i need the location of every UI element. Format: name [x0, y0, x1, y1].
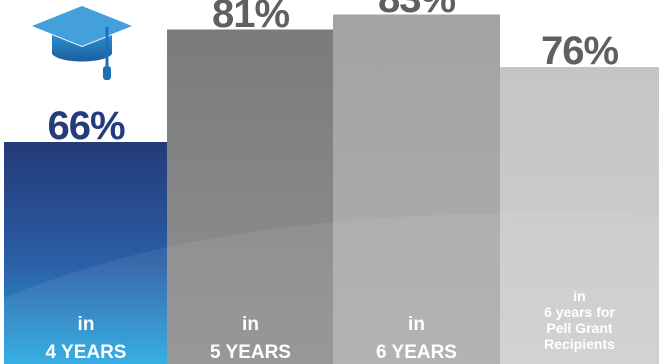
bar-caption-prefix: in	[242, 314, 259, 335]
bar-caption-prefix: in	[573, 288, 586, 304]
bar-caption-4: in 6 years for Pell Grant Recipients	[500, 288, 659, 352]
bar-2	[167, 29, 334, 364]
bar-caption-line: 4 YEARS	[45, 341, 127, 363]
bar-caption-2: in 5 YEARS	[167, 314, 334, 364]
bar-caption-prefix: in	[408, 314, 425, 335]
bar-caption-line: 6 YEARS	[376, 341, 457, 363]
bar-caption-1: in 4 YEARS	[4, 314, 168, 364]
bar-caption-line: Pell Grant	[546, 320, 613, 337]
bar-1	[4, 142, 168, 364]
bars-layer	[4, 14, 659, 364]
bar-4	[500, 67, 659, 364]
bar-value-label-1: 66%	[47, 104, 125, 148]
bar-value-label-2: 81%	[211, 0, 290, 36]
bar-caption-line: Recipients	[544, 336, 615, 353]
bar-caption-line: 6 years for	[544, 304, 615, 321]
graduation-cap-icon	[32, 6, 132, 80]
bar-3	[333, 14, 500, 364]
bar-value-label-4: 76%	[540, 29, 619, 73]
bar-caption-line: 5 YEARS	[210, 341, 291, 363]
bar-caption-3: in 6 YEARS	[333, 314, 500, 364]
bar-value-label-3: 83%	[333, 0, 500, 19]
bar-caption-prefix: in	[77, 314, 95, 335]
decorative-swoosh	[0, 212, 659, 364]
